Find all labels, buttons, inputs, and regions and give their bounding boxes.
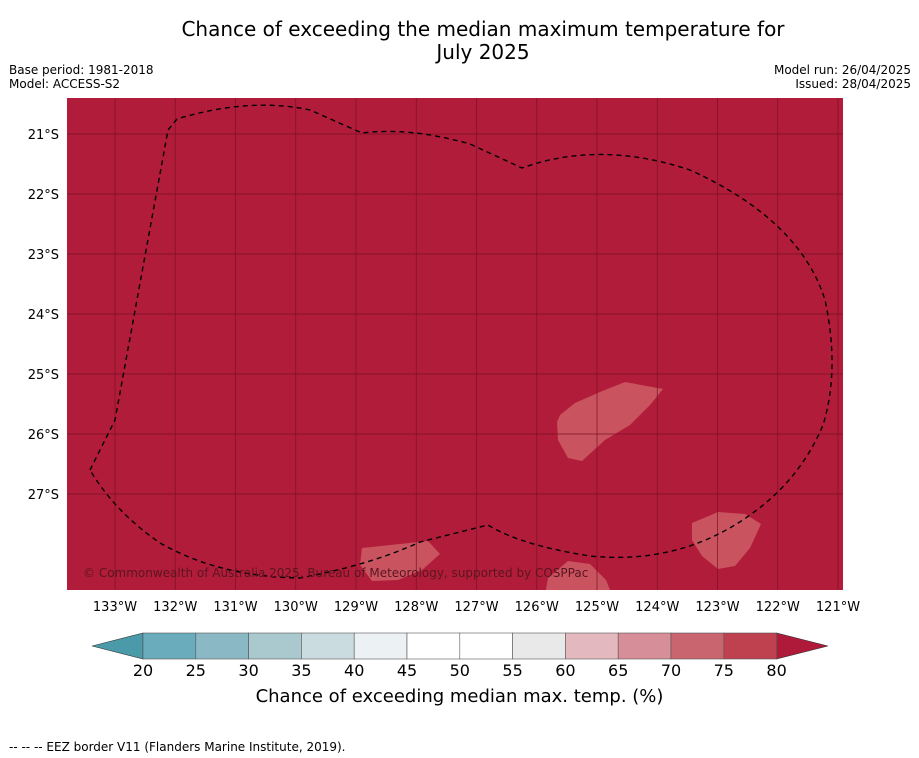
base-period: Base period: 1981-2018 [9, 63, 154, 77]
colorbar-tick-label: 40 [344, 661, 364, 680]
colorbar-tick-label: 55 [502, 661, 522, 680]
longitude-tick-label: 124°W [635, 600, 679, 615]
issued-date: Issued: 28/04/2025 [795, 77, 911, 91]
colorbar-under-extension [91, 632, 144, 660]
colorbar-segment [459, 632, 513, 660]
model-name: Model: ACCESS-S2 [9, 77, 121, 91]
longitude-tick-label: 133°W [93, 600, 137, 615]
probability-patch-60-65 [557, 382, 663, 461]
colorbar-tick-label: 45 [397, 661, 417, 680]
colorbar-tick-label: 35 [291, 661, 311, 680]
colorbar-segment [195, 632, 249, 660]
latitude-tick-label: 24°S [28, 308, 59, 323]
map-background [67, 98, 843, 590]
colorbar-title: Chance of exceeding median max. temp. (%… [255, 686, 664, 707]
colorbar-tick-label: 65 [608, 661, 628, 680]
probability-patch-60-65 [692, 512, 761, 569]
longitude-tick-label: 126°W [515, 600, 559, 615]
colorbar-tick-label: 20 [133, 661, 153, 680]
colorbar-segment [723, 632, 777, 660]
latitude-tick-label: 27°S [28, 488, 59, 503]
longitude-tick-label: 129°W [334, 600, 378, 615]
longitude-tick-label: 132°W [153, 600, 197, 615]
chart-title: Chance of exceeding the median maximum t… [0, 18, 919, 64]
colorbar-segment [512, 632, 566, 660]
gridlines [67, 98, 843, 590]
colorbar: 20 25 30 35 40 45 50 55 60 65 70 75 80 [91, 632, 829, 680]
colorbar-tick-label: 60 [555, 661, 575, 680]
map-panel: © Commonwealth of Australia 2025, Bureau… [28, 98, 860, 615]
latitude-tick-label: 25°S [28, 368, 59, 383]
colorbar-segment [670, 632, 725, 660]
copyright-notice: © Commonwealth of Australia 2025, Bureau… [83, 566, 588, 580]
colorbar-tick-label: 50 [450, 661, 470, 680]
colorbar-segment [301, 632, 355, 660]
longitude-tick-label: 131°W [213, 600, 257, 615]
latitude-tick-label: 22°S [28, 188, 59, 203]
colorbar-over-extension [776, 632, 829, 660]
colorbar-segment [617, 632, 672, 660]
longitude-tick-label: 122°W [756, 600, 800, 615]
colorbar-segment [353, 632, 408, 660]
probability-patch-60-65 [360, 541, 440, 581]
latitude-labels: 21°S 22°S 23°S 24°S 25°S 26°S 27°S [28, 128, 59, 503]
latitude-tick-label: 21°S [28, 128, 59, 143]
title-line-1: Chance of exceeding the median maximum t… [181, 17, 785, 41]
model-run: Model run: 26/04/2025 [773, 63, 911, 77]
colorbar-segment [248, 632, 302, 660]
longitude-tick-label: 127°W [454, 600, 498, 615]
colorbar-tick-label: 30 [238, 661, 258, 680]
colorbar-tick-label: 75 [714, 661, 734, 680]
meta-left: Base period: 1981-2018 Model: ACCESS-S2 [9, 63, 154, 91]
eez-footnote: -- -- -- EEZ border V11 (Flanders Marine… [9, 740, 346, 754]
colorbar-tick-label: 70 [661, 661, 681, 680]
title-line-2: July 2025 [436, 40, 530, 64]
colorbar-tick-label: 80 [766, 661, 786, 680]
eez-border [89, 104, 833, 579]
longitude-tick-label: 121°W [816, 600, 860, 615]
probability-patch-60-65 [545, 561, 610, 590]
colorbar-segment [406, 632, 461, 660]
longitude-tick-label: 125°W [575, 600, 619, 615]
colorbar-segment [142, 632, 197, 660]
longitude-tick-label: 128°W [394, 600, 438, 615]
meta-right: Model run: 26/04/2025 Issued: 28/04/2025 [774, 63, 911, 91]
colorbar-segment [565, 632, 619, 660]
latitude-tick-label: 23°S [28, 248, 59, 263]
longitude-tick-label: 130°W [274, 600, 318, 615]
colorbar-tick-label: 25 [186, 661, 206, 680]
longitude-labels: 133°W 132°W 131°W 130°W 129°W 128°W 127°W 126°W… [93, 600, 860, 615]
longitude-tick-label: 123°W [695, 600, 739, 615]
latitude-tick-label: 26°S [28, 428, 59, 443]
